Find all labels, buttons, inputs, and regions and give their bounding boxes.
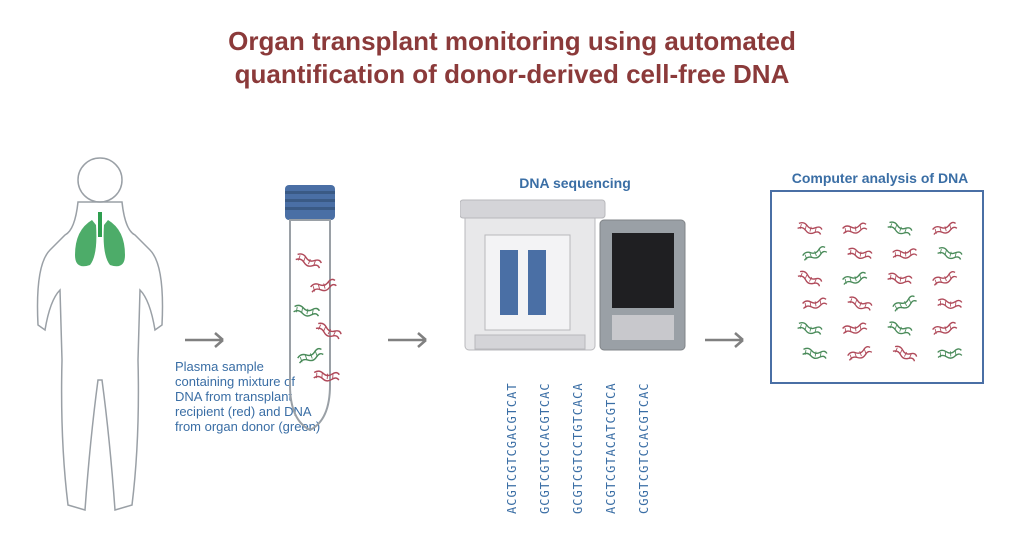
- title-line-1: Organ transplant monitoring using automa…: [228, 26, 796, 56]
- dna-fragment-icon: [892, 297, 918, 315]
- page-title: Organ transplant monitoring using automa…: [0, 0, 1024, 90]
- dna-fragment-icon: [295, 255, 322, 273]
- dna-sequencer: DNA sequencing ACGTCGTCGACGTCATGCGTCGTCC…: [460, 175, 690, 495]
- dna-fragment-icon: [847, 247, 873, 265]
- dna-fragment-icon: [847, 297, 873, 315]
- dna-fragment-icon: [297, 350, 324, 368]
- sequence-string: CGGTCGTCCACGTCAC: [637, 364, 651, 514]
- dna-fragment-icon: [892, 347, 918, 365]
- sequence-string: ACGTCGTACATCGTCA: [604, 364, 618, 514]
- dna-fragment-icon: [887, 222, 913, 240]
- dna-fragment-icon: [937, 247, 963, 265]
- dna-fragment-icon: [842, 272, 868, 290]
- computer-screen: [770, 190, 984, 384]
- dna-fragment-icon: [842, 222, 868, 240]
- sample-tube: [255, 185, 375, 505]
- lungs-icon: [75, 212, 125, 266]
- dna-fragment-icon: [937, 297, 963, 315]
- dna-fragment-icon: [887, 272, 913, 290]
- dna-fragment-icon: [937, 347, 963, 365]
- dna-fragment-icon: [315, 325, 342, 343]
- dna-fragment-icon: [842, 322, 868, 340]
- human-figure: [20, 150, 180, 520]
- title-line-2: quantification of donor-derived cell-fre…: [235, 59, 790, 89]
- flow-diagram: Plasma sample containing mixture of DNA …: [0, 130, 1024, 550]
- human-silhouette-icon: [20, 150, 180, 520]
- dna-fragment-icon: [310, 280, 337, 298]
- dna-fragment-icon: [797, 222, 823, 240]
- dna-fragment-icon: [797, 272, 823, 290]
- sequencer-icon: [460, 195, 690, 365]
- dna-fragment-icon: [802, 347, 828, 365]
- dna-fragment-icon: [932, 272, 958, 290]
- sequencing-caption: DNA sequencing: [460, 175, 690, 191]
- arrow-icon: [185, 330, 235, 350]
- dna-fragment-icon: [847, 347, 873, 365]
- dna-fragment-icon: [887, 322, 913, 340]
- dna-fragment-icon: [802, 247, 828, 265]
- dna-fragment-icon: [802, 297, 828, 315]
- dna-fragment-icon: [313, 370, 340, 388]
- sequence-string: GCGTCGTCCTGTCACA: [571, 364, 585, 514]
- dna-fragment-icon: [892, 247, 918, 265]
- computer-analysis: Computer analysis of DNA: [770, 170, 990, 400]
- sequence-string: GCGTCGTCCACGTCAC: [538, 364, 552, 514]
- dna-fragment-icon: [932, 222, 958, 240]
- dna-fragment-icon: [797, 322, 823, 340]
- dna-fragment-icon: [932, 322, 958, 340]
- computer-caption: Computer analysis of DNA: [770, 170, 990, 186]
- arrow-icon: [388, 330, 438, 350]
- sequence-string: ACGTCGTCGACGTCAT: [505, 364, 519, 514]
- arrow-icon: [705, 330, 755, 350]
- dna-fragment-icon: [293, 305, 320, 323]
